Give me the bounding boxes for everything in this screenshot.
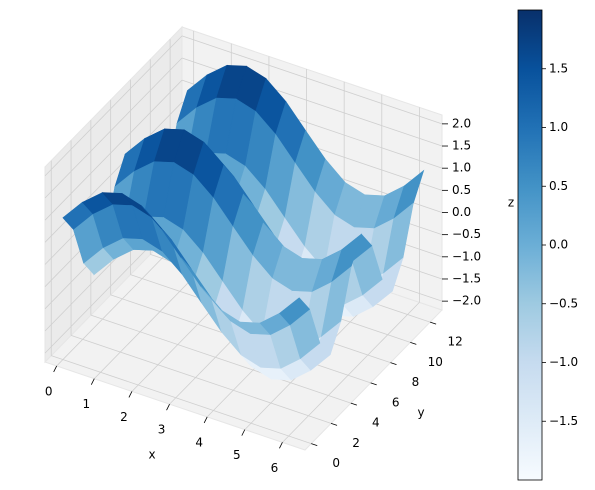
x-tick-label: 6 — [271, 461, 279, 475]
x-tick — [166, 403, 170, 411]
y-tick-label: 12 — [447, 335, 462, 349]
y-tick-label: 4 — [372, 416, 380, 430]
x-tick — [90, 378, 95, 385]
x-tick-label: 1 — [82, 397, 90, 411]
y-tick-label: 2 — [352, 436, 360, 450]
y-tick — [350, 402, 357, 406]
y-tick — [311, 443, 318, 447]
colorbar-tick-label: −1.5 — [549, 414, 578, 428]
y-tick-label: 6 — [392, 395, 400, 409]
colorbar-tick-label: 1.5 — [549, 61, 568, 75]
grid-line — [51, 355, 312, 445]
y-tick — [410, 342, 417, 345]
z-tick-label: −1.0 — [452, 249, 481, 263]
x-axis-label: x — [148, 448, 155, 462]
colorbar-tick-label: 1.0 — [549, 120, 568, 134]
y-tick — [429, 321, 437, 325]
x-tick-label: 3 — [158, 423, 166, 437]
colorbar-tick-label: −1.0 — [549, 355, 578, 369]
y-tick — [370, 382, 377, 386]
x-tick — [203, 416, 208, 424]
colorbar — [517, 9, 543, 481]
z-tick-label: 0.5 — [452, 183, 471, 197]
y-tick-label: 8 — [412, 375, 420, 389]
grid-line — [44, 79, 183, 221]
z-axis-label: z — [508, 196, 514, 210]
colorbar-tick-label: −0.5 — [549, 296, 578, 310]
z-tick-label: −2.0 — [452, 294, 481, 308]
z-tick-label: −1.5 — [452, 271, 481, 285]
z-tick-label: 1.0 — [452, 161, 471, 175]
x-tick — [241, 429, 246, 436]
y-tick-label: 10 — [428, 355, 443, 369]
grid-line — [44, 57, 183, 199]
y-tick — [330, 422, 338, 426]
x-tick-label: 4 — [195, 435, 203, 449]
grid-line — [181, 35, 443, 125]
x-tick — [128, 391, 133, 398]
z-tick-label: −0.5 — [452, 227, 481, 241]
surface-face — [279, 297, 311, 326]
x-tick-label: 0 — [45, 384, 53, 398]
grid-line — [282, 302, 420, 443]
x-tick — [279, 442, 283, 449]
grid-line — [90, 314, 351, 404]
y-tick-label: 0 — [332, 456, 340, 470]
z-tick-label: 0.0 — [452, 205, 471, 219]
z-tick-label: 1.5 — [452, 139, 471, 153]
z-tick-label: 2.0 — [452, 116, 471, 130]
colorbar-tick-label: 0.5 — [549, 179, 568, 193]
colorbar-tick-label: 0.0 — [549, 238, 568, 252]
grid-line — [70, 334, 332, 424]
x-tick — [53, 365, 58, 373]
grid-line — [44, 35, 183, 177]
x-tick-label: 5 — [233, 448, 241, 462]
y-axis-label: y — [417, 406, 424, 420]
x-tick-label: 2 — [120, 410, 128, 424]
y-tick — [390, 362, 397, 366]
